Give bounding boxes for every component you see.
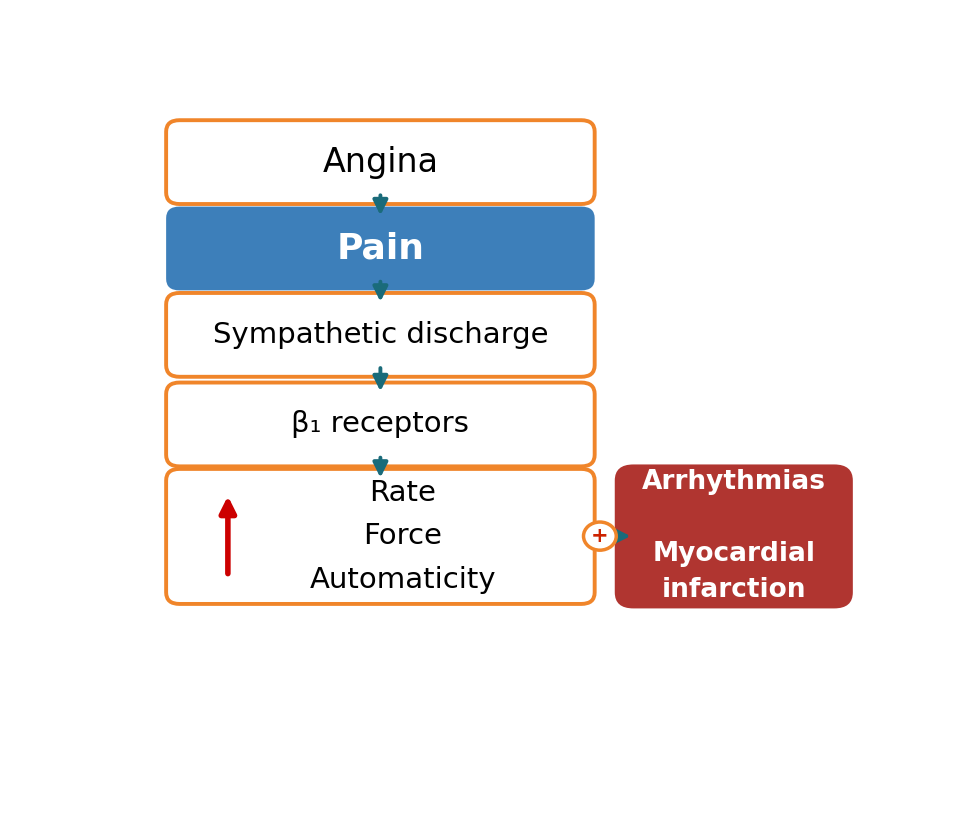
Text: Rate
Force
Automaticity: Rate Force Automaticity (309, 479, 496, 593)
Text: +: + (591, 526, 609, 546)
FancyBboxPatch shape (166, 293, 594, 376)
Text: Sympathetic discharge: Sympathetic discharge (213, 321, 548, 349)
Text: Pain: Pain (336, 232, 424, 265)
Circle shape (584, 522, 616, 550)
FancyBboxPatch shape (614, 465, 852, 608)
FancyBboxPatch shape (166, 207, 594, 290)
FancyBboxPatch shape (166, 469, 594, 604)
FancyBboxPatch shape (166, 382, 594, 466)
Text: Angina: Angina (323, 145, 439, 179)
Text: Arrhythmias

Myocardial
infarction: Arrhythmias Myocardial infarction (642, 470, 826, 603)
Text: β₁ receptors: β₁ receptors (292, 411, 469, 439)
FancyBboxPatch shape (166, 120, 594, 204)
